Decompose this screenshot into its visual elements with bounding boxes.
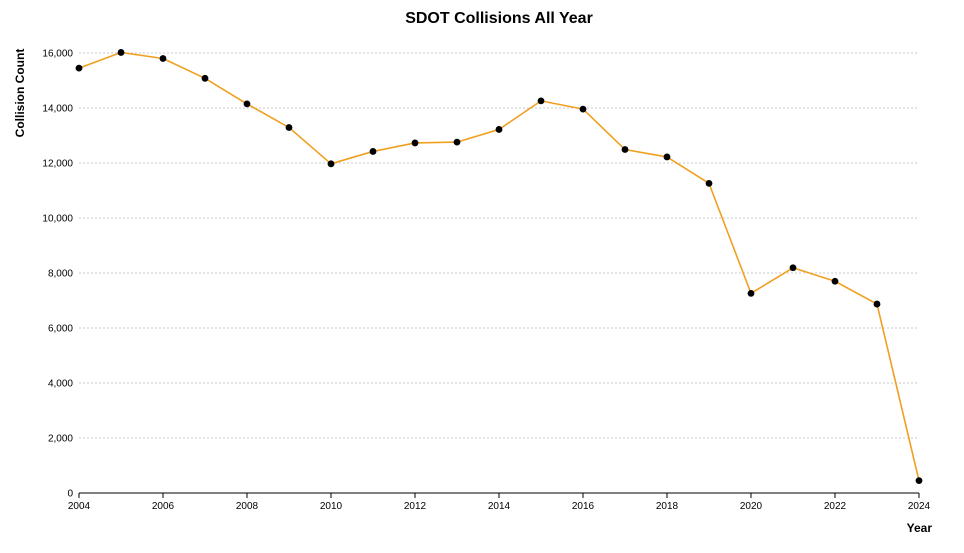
data-point	[201, 74, 209, 82]
data-point	[789, 264, 797, 272]
data-point	[75, 64, 83, 72]
x-tick-label: 2012	[404, 501, 427, 512]
y-tick-label: 14,000	[42, 104, 73, 115]
x-tick-label: 2004	[68, 501, 91, 512]
data-point	[159, 55, 167, 62]
data-point	[579, 105, 587, 113]
data-point	[537, 97, 545, 105]
data-point	[873, 300, 881, 308]
x-tick-label: 2018	[656, 501, 679, 512]
x-axis-title: Year	[907, 521, 933, 535]
axes: 0 2,000 4,000 6,000 8,000 10,000 12,000 14,000 1…	[42, 49, 930, 513]
data-point	[747, 289, 755, 297]
data-point	[705, 179, 713, 187]
chart-title: SDOT Collisions All Year	[405, 10, 593, 27]
data-point	[915, 477, 923, 485]
y-tick-label: 10,000	[42, 214, 73, 225]
x-tick-label: 2022	[824, 501, 847, 512]
x-tick-label: 2006	[152, 501, 175, 512]
x-tick-label: 2008	[236, 501, 259, 512]
data-point	[327, 160, 335, 168]
data-point	[411, 139, 419, 147]
x-tick-label: 2010	[320, 501, 343, 512]
x-tick-label: 2016	[572, 501, 595, 512]
data-point	[117, 49, 125, 56]
gridlines	[79, 52, 919, 439]
y-tick-label: 0	[67, 489, 73, 500]
y-tick-label: 8,000	[48, 269, 73, 280]
y-tick-label: 16,000	[42, 49, 73, 60]
data-point	[369, 148, 377, 155]
x-tick-label: 2020	[740, 501, 763, 512]
data-point	[285, 124, 293, 131]
data-point	[243, 100, 251, 108]
y-axis-title: Collision Count	[13, 49, 27, 138]
data-points	[75, 49, 923, 485]
y-tick-label: 4,000	[48, 379, 73, 390]
data-point	[663, 153, 671, 161]
data-point	[453, 138, 461, 146]
data-point	[621, 146, 629, 153]
data-point	[831, 277, 839, 285]
y-tick-label: 6,000	[48, 324, 73, 335]
y-tick-label: 12,000	[42, 159, 73, 170]
y-tick-label: 2,000	[48, 434, 73, 445]
x-tick-label: 2014	[488, 501, 511, 512]
data-point	[495, 126, 503, 133]
x-tick-label: 2024	[908, 501, 931, 512]
